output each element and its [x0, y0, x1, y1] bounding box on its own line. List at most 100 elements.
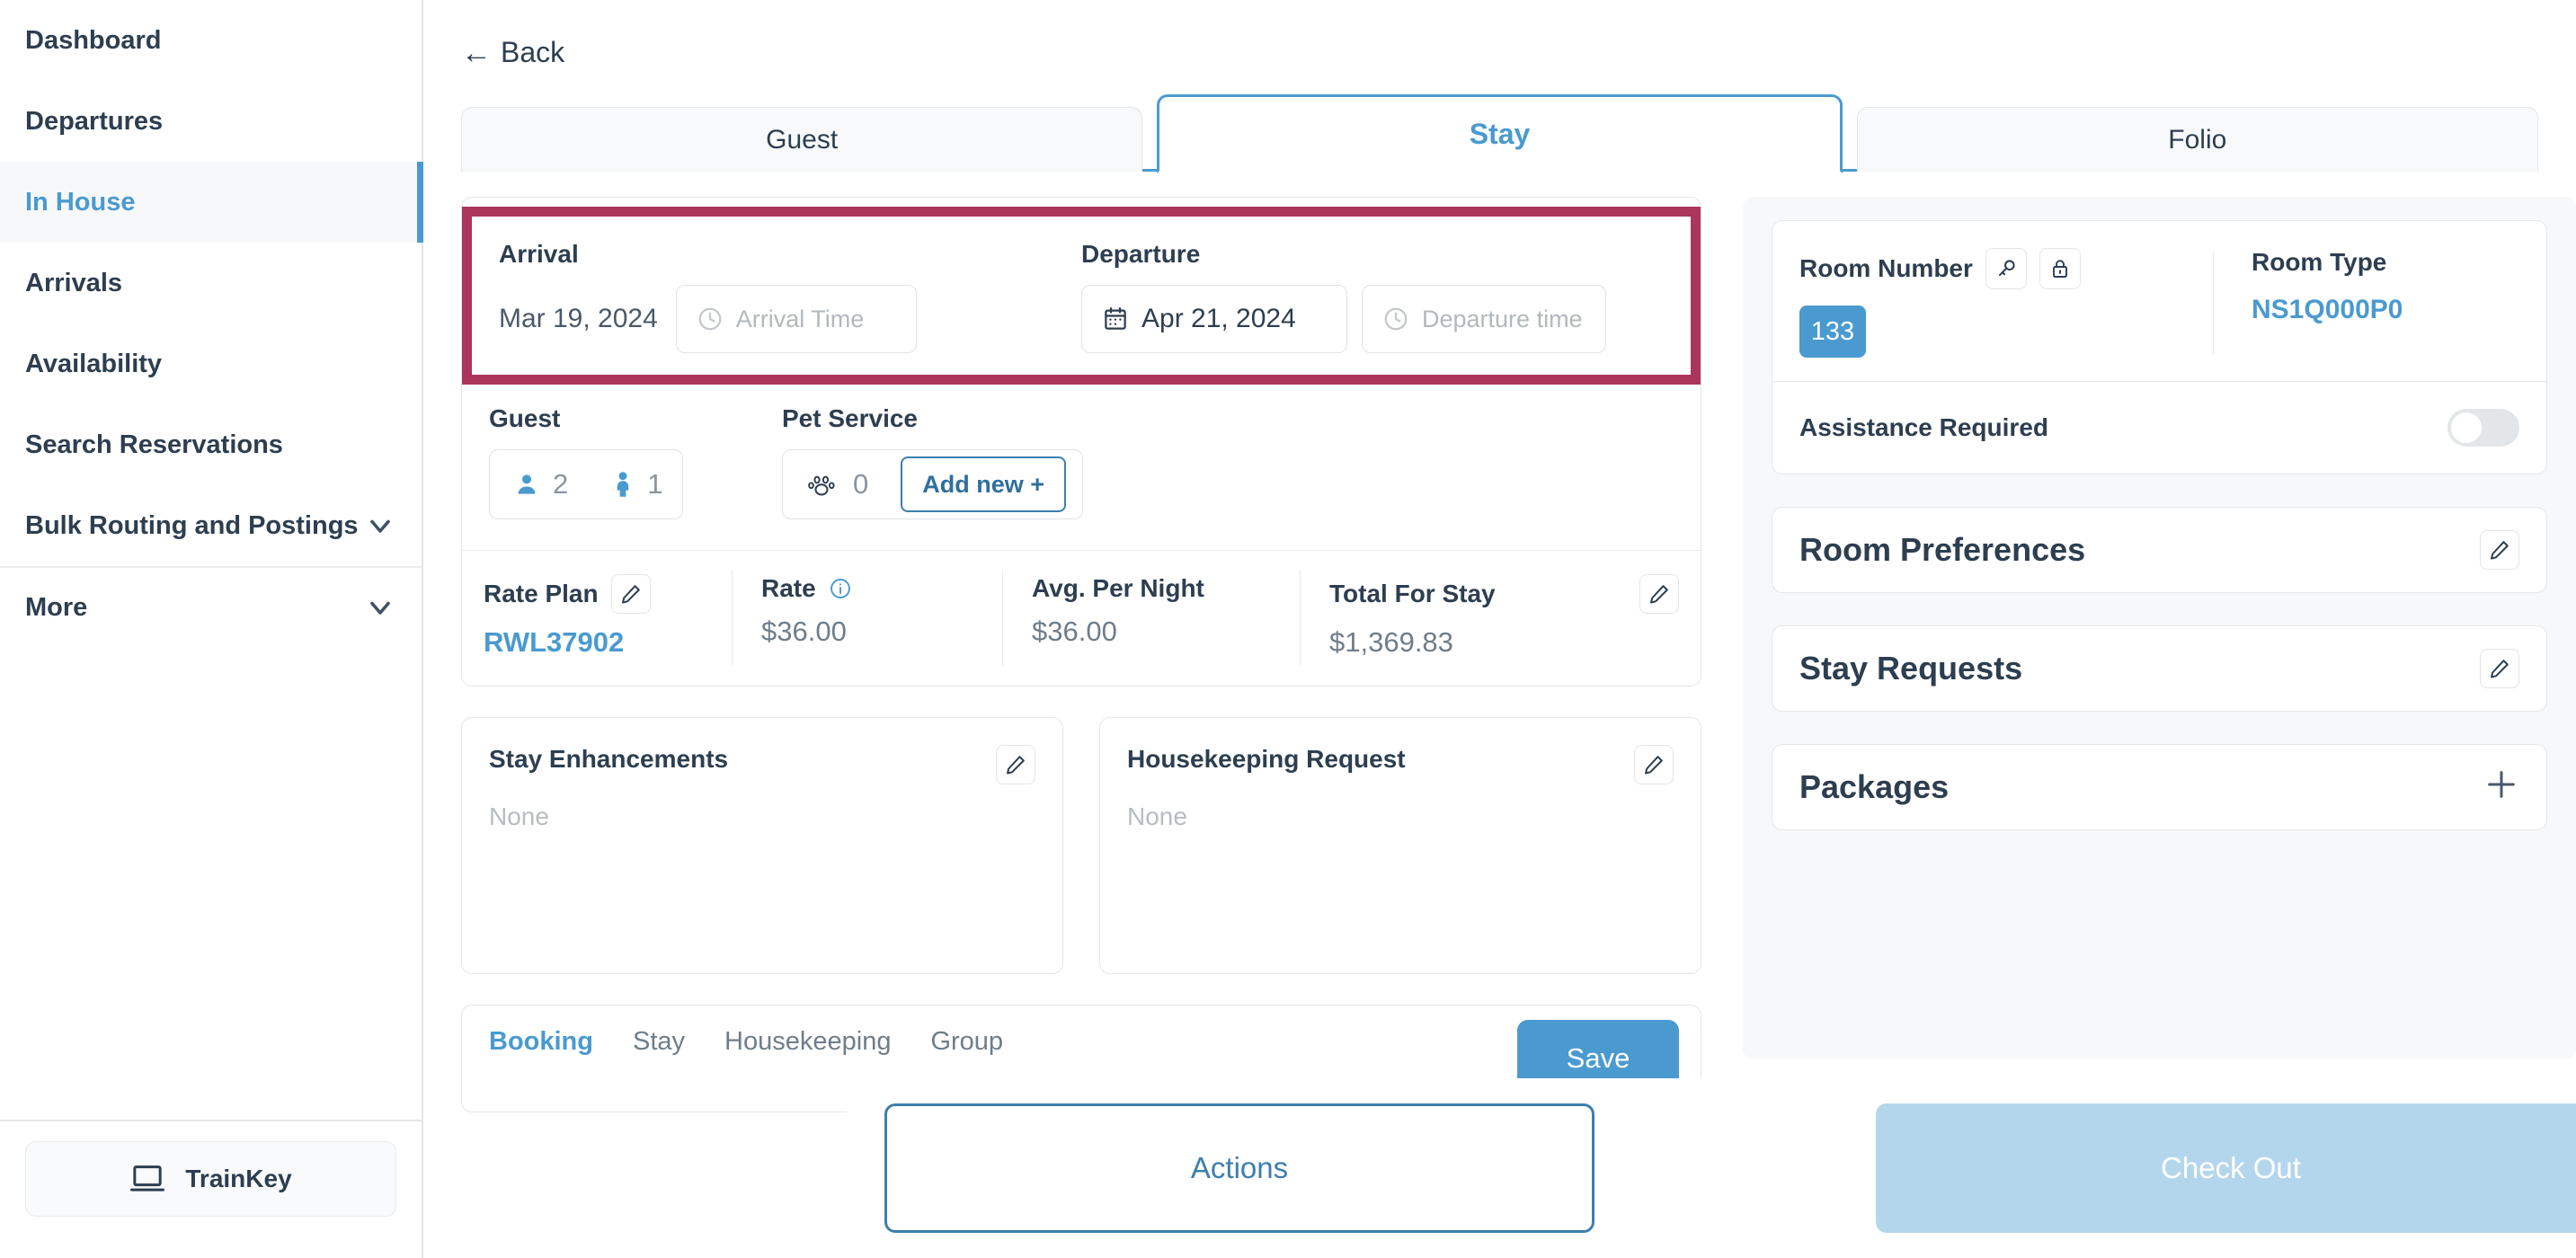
departure-time-placeholder: Departure time	[1422, 305, 1583, 332]
clock-icon	[1382, 306, 1409, 332]
sidebar-item-label: In House	[25, 187, 136, 217]
departure-row: Apr 21, 2024 Departure time	[1081, 285, 1606, 353]
housekeeping-request-title: Housekeeping Request	[1127, 745, 1406, 773]
sidebar-item-dashboard[interactable]: Dashboard	[0, 0, 422, 81]
arrival-date-value[interactable]: Mar 19, 2024	[499, 304, 658, 333]
tab-label: Stay	[1469, 117, 1531, 150]
sidebar-item-label: Departures	[25, 106, 164, 136]
toggle-knob	[2451, 412, 2482, 443]
dates-row: Arrival Mar 19, 2024 Arrival Time	[472, 217, 1691, 375]
sidebar-item-availability[interactable]: Availability	[0, 323, 422, 404]
room-divider	[2213, 252, 2214, 354]
guest-counter[interactable]: 2 1	[489, 449, 683, 519]
rate-divider	[1300, 571, 1301, 666]
accordion-title: Room Preferences	[1799, 531, 2086, 568]
add-new-pet-button[interactable]: Add new +	[901, 456, 1067, 512]
sidebar-footer: TrainKey	[0, 1120, 422, 1258]
adults-count: 2	[553, 468, 569, 500]
back-label: Back	[501, 36, 565, 68]
rate-plan-value[interactable]: RWL37902	[484, 626, 625, 658]
rate-value: $36.00	[761, 616, 847, 647]
stay-details-column: Arrival Mar 19, 2024 Arrival Time	[461, 197, 1701, 1162]
actions-button[interactable]: Actions	[884, 1103, 1594, 1233]
stay-enhancements-card: Stay Enhancements None	[461, 717, 1063, 974]
accordion-stay-requests[interactable]: Stay Requests	[1772, 625, 2547, 712]
pet-service-group: Pet Service	[782, 404, 1084, 519]
trainkey-button[interactable]: TrainKey	[25, 1141, 396, 1217]
tab-folio[interactable]: Folio	[1856, 107, 2538, 172]
bottom-action-bar: Actions Check Out	[847, 1078, 2576, 1258]
main-content: ← Back Guest Stay Folio	[423, 0, 2576, 1258]
tab-label: Guest	[766, 124, 839, 155]
mini-cards-row: Stay Enhancements None Housekeeping Requ…	[461, 717, 1701, 974]
check-out-button[interactable]: Check Out	[1876, 1103, 2576, 1233]
stay-enhancements-edit-button[interactable]	[996, 745, 1035, 784]
chevron-down-icon[interactable]	[364, 591, 396, 624]
arrival-time-placeholder: Arrival Time	[735, 305, 865, 332]
stay-summary-card: Arrival Mar 19, 2024 Arrival Time	[461, 197, 1701, 687]
assistance-required-toggle[interactable]	[2447, 409, 2519, 447]
adults-segment[interactable]: 2	[513, 468, 568, 501]
departure-date-input[interactable]: Apr 21, 2024	[1081, 285, 1347, 353]
lock-icon[interactable]	[2039, 248, 2081, 289]
pet-service-box: 0 Add new +	[782, 449, 1084, 519]
sidebar-item-label: Arrivals	[25, 268, 123, 297]
sidebar-item-departures[interactable]: Departures	[0, 81, 422, 162]
laptop-icon	[129, 1164, 165, 1194]
sidebar-spacer	[0, 647, 422, 1120]
accordion-room-preferences[interactable]: Room Preferences	[1772, 507, 2547, 593]
stay-requests-edit-button[interactable]	[2480, 649, 2519, 688]
sidebar-item-more[interactable]: More	[0, 566, 422, 647]
tab-guest[interactable]: Guest	[461, 107, 1143, 172]
room-number-badge[interactable]: 133	[1799, 306, 1866, 358]
clock-icon	[697, 306, 724, 332]
chevron-down-icon[interactable]	[364, 509, 396, 542]
sidebar-nav: Dashboard Departures In House Arrivals A…	[0, 0, 423, 647]
rate-label: Rate	[761, 574, 816, 602]
plus-icon[interactable]	[2483, 766, 2519, 809]
sidebar-item-arrivals[interactable]: Arrivals	[0, 243, 422, 323]
children-segment[interactable]: 1	[611, 468, 663, 501]
arrival-group: Arrival Mar 19, 2024 Arrival Time	[499, 240, 1081, 353]
child-icon	[611, 471, 635, 498]
room-type-value[interactable]: NS1Q000P0	[2252, 295, 2403, 324]
arrival-time-input[interactable]: Arrival Time	[675, 285, 917, 353]
sidebar-item-search-reservations[interactable]: Search Reservations	[0, 404, 422, 485]
stay-enhancements-head: Stay Enhancements	[489, 745, 1035, 784]
pet-count: 0	[853, 468, 869, 500]
tab-stay[interactable]: Stay	[1157, 94, 1843, 173]
info-icon[interactable]	[829, 577, 852, 600]
accordion-packages[interactable]: Packages	[1772, 744, 2547, 830]
sidebar-item-in-house[interactable]: In House	[0, 162, 423, 243]
arrow-left-icon: ←	[461, 35, 492, 70]
accordion-title: Stay Requests	[1799, 650, 2023, 687]
room-type-label: Room Type	[2252, 248, 2387, 276]
rate-row: Rate Plan RWL37902 Rate	[462, 550, 1701, 686]
rate-plan-edit-button[interactable]	[610, 574, 651, 614]
key-icon[interactable]	[1985, 248, 2027, 289]
room-number-block: Room Number	[1799, 248, 2213, 358]
rate-divider	[1002, 571, 1003, 666]
sidebar-item-bulk-routing-and-postings[interactable]: Bulk Routing and Postings	[0, 485, 422, 566]
column-gap	[1701, 197, 1743, 1162]
back-button[interactable]: ← Back	[423, 0, 564, 69]
sub-tab-housekeeping[interactable]: Housekeeping	[724, 1027, 892, 1056]
rate-plan-label: Rate Plan	[484, 580, 599, 607]
room-number-head: Room Number	[1799, 248, 2213, 289]
sidebar-item-label: Bulk Routing and Postings	[25, 510, 359, 540]
sub-tab-group[interactable]: Group	[930, 1027, 1004, 1056]
total-for-stay-edit-button[interactable]	[1639, 574, 1679, 614]
avg-head: Avg. Per Night	[1032, 574, 1300, 603]
departure-time-input[interactable]: Departure time	[1362, 285, 1606, 353]
housekeeping-request-edit-button[interactable]	[1634, 745, 1674, 784]
rate-divider	[732, 571, 733, 666]
avg-per-night-value: $36.00	[1032, 616, 1117, 647]
sub-tab-stay[interactable]: Stay	[633, 1027, 686, 1056]
room-top-row: Room Number	[1772, 221, 2546, 381]
sub-tab-booking[interactable]: Booking	[489, 1027, 593, 1056]
room-preferences-edit-button[interactable]	[2480, 530, 2519, 570]
arrival-label: Arrival	[499, 240, 579, 268]
sidebar: Dashboard Departures In House Arrivals A…	[0, 0, 423, 1258]
calendar-icon	[1102, 306, 1129, 332]
